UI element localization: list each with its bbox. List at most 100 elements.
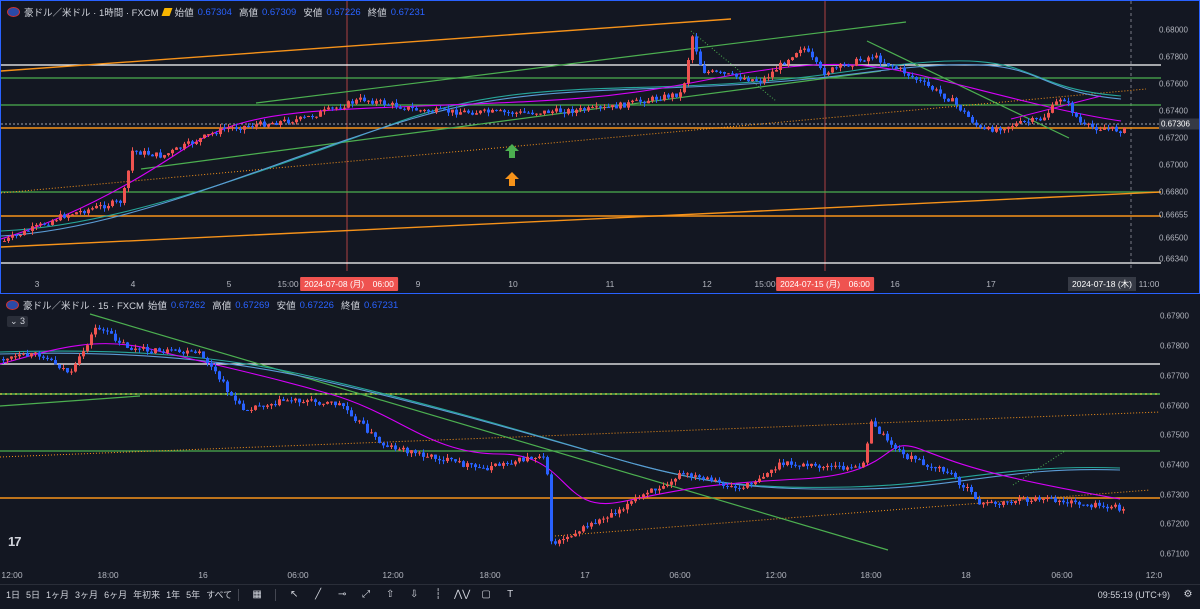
arrow-up-icon[interactable]: ⇧ [385, 589, 395, 600]
candle-body [910, 455, 913, 460]
candle-body [663, 94, 666, 101]
range-1d[interactable]: 1日 [6, 590, 21, 600]
range-5y[interactable]: 5年 [186, 590, 201, 600]
candle-body [759, 80, 762, 83]
candle-body [219, 127, 222, 135]
bottom-chart-canvas[interactable] [0, 294, 1160, 584]
candle-body [702, 477, 705, 480]
candle-body [218, 371, 221, 380]
candle-body [518, 457, 521, 462]
candle-body [447, 108, 450, 113]
candle-body [579, 108, 582, 110]
candle-body [215, 133, 218, 135]
candle-body [398, 449, 401, 451]
open-label: 始値 [147, 301, 167, 312]
range-1y[interactable]: 1年 [166, 590, 181, 600]
candle-body [838, 465, 841, 467]
bottom-chart-title[interactable]: 豪ドル／米ドル · 15 · FXCM [23, 301, 144, 312]
candle-body [638, 497, 641, 499]
candle-body [50, 358, 53, 361]
candle-body [718, 479, 721, 483]
candle-body [1090, 504, 1093, 508]
candle-body [786, 461, 789, 466]
candle-body [1067, 101, 1070, 103]
candle-body [726, 485, 729, 487]
candle-body [298, 398, 301, 403]
vertical-line-icon[interactable]: ┆ [435, 589, 442, 600]
calendar-icon[interactable]: ▦ [252, 589, 262, 600]
candle-body [1091, 123, 1094, 127]
candle-body [250, 409, 253, 411]
candle-body [54, 360, 57, 365]
candle-body [662, 486, 665, 489]
candle-body [502, 463, 505, 466]
candle-body [451, 109, 454, 113]
range-5d[interactable]: 5日 [26, 590, 41, 600]
clock-display[interactable]: 09:55:19 (UTC+9) [1097, 589, 1170, 600]
candle-body [890, 440, 893, 445]
candle-body [743, 78, 746, 80]
candle-body [367, 100, 370, 102]
candle-body [618, 509, 621, 514]
candle-body [822, 467, 825, 469]
candle-body [118, 340, 121, 343]
ray-icon[interactable]: ⤢ [362, 589, 371, 600]
arrow-down-icon[interactable]: ⇩ [409, 589, 419, 600]
horizontal-ray-icon[interactable]: ⊸ [337, 589, 347, 600]
rectangle-icon[interactable]: ▢ [481, 589, 491, 600]
candle-body [98, 327, 101, 330]
candle-body [187, 141, 190, 144]
candle-body [939, 89, 942, 94]
candle-body [954, 472, 957, 477]
range-3m[interactable]: 3ヶ月 [75, 590, 99, 600]
candle-body [810, 463, 813, 467]
time-tick: 12:00 [1, 570, 23, 580]
time-tick: 06:00 [669, 570, 691, 580]
cursor-icon[interactable]: ↖ [289, 589, 299, 600]
top-chart-canvas[interactable] [1, 1, 1161, 295]
bookmark-icon[interactable] [161, 8, 173, 16]
top-chart-title[interactable]: 豪ドル／米ドル · 1時間 · FXCM [24, 8, 159, 19]
candle-body [526, 456, 529, 462]
settings-icon[interactable]: ⚙ [1183, 589, 1193, 600]
indicator-collapse-toggle[interactable]: ⌄ 3 [7, 316, 29, 327]
candle-body [602, 518, 605, 520]
candle-body [1078, 502, 1081, 505]
time-tick: 5 [226, 279, 232, 289]
pattern-icon[interactable]: ⋀⋁ [453, 589, 471, 600]
candle-body [202, 351, 205, 358]
toolbar-divider [275, 588, 277, 601]
candle-body [150, 351, 153, 354]
trendline-icon[interactable]: ╱ [315, 589, 322, 600]
candle-body [466, 463, 469, 467]
range-6m[interactable]: 6ヶ月 [104, 590, 128, 600]
candle-body [1010, 502, 1013, 504]
candle-body [126, 342, 129, 348]
toolbar-divider [238, 588, 240, 601]
candle-body [850, 467, 853, 469]
candle-body [282, 399, 285, 401]
candle-body [179, 147, 182, 149]
15min-chart-pane[interactable]: 豪ドル／米ドル · 15 · FXCM 始値 0.67262 高値 0.67269 … [0, 294, 1200, 609]
candle-body [291, 122, 294, 124]
candle-body [183, 143, 186, 149]
candle-body [739, 76, 742, 80]
candle-body [899, 67, 902, 69]
text-icon[interactable]: T [507, 589, 514, 600]
candle-body [654, 488, 657, 491]
candle-body [795, 53, 798, 58]
candle-body [974, 491, 977, 499]
range-all[interactable]: すべて [206, 590, 233, 600]
tradingview-logo[interactable]: 17 [8, 534, 22, 549]
range-1m[interactable]: 1ヶ月 [46, 590, 70, 600]
candle-body [698, 475, 701, 478]
hourly-chart-pane[interactable]: 豪ドル／米ドル · 1時間 · FXCM 始値 0.67304 高値 0.67309… [0, 0, 1200, 294]
candle-body [194, 351, 197, 353]
candle-body [119, 200, 122, 203]
range-ytd[interactable]: 年初来 [133, 590, 161, 600]
candle-body [399, 107, 402, 109]
price-tick: 0.67700 [1160, 371, 1189, 381]
candle-body [199, 138, 202, 143]
candle-body [351, 101, 354, 104]
candle-body [34, 352, 37, 354]
